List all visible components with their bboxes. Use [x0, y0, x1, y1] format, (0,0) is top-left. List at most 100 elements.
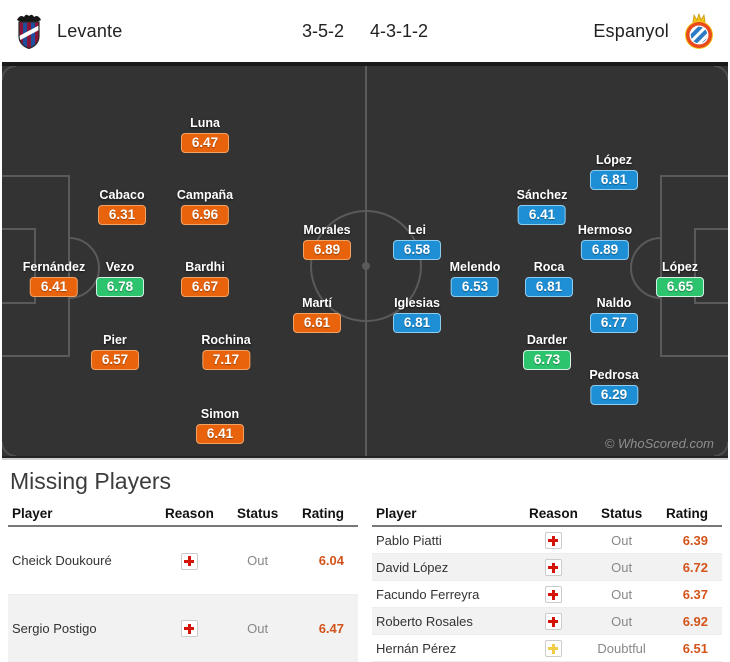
missing-home-body: Cheick Doukouré Out 6.04 Sergio Postigo Out 6… — [8, 526, 358, 662]
missing-player-name: Sergio Postigo — [8, 594, 156, 662]
player-rating-badge: 6.81 — [525, 277, 573, 297]
player-name: Melendo — [449, 260, 501, 274]
player-rating-badge: 6.73 — [523, 350, 571, 370]
player-chip[interactable]: Iglesias 6.81 — [393, 296, 441, 333]
missing-player-row: Sergio Postigo Out 6.47 — [8, 594, 358, 662]
player-chip[interactable]: Luna 6.47 — [181, 116, 229, 153]
player-chip[interactable]: Lei 6.58 — [393, 223, 441, 260]
player-rating-badge: 6.96 — [181, 205, 229, 225]
column-header-rating: Rating — [291, 502, 358, 527]
column-header-status: Status — [587, 502, 656, 527]
player-chip[interactable]: Roca 6.81 — [525, 260, 573, 297]
column-header-player: Player — [8, 502, 156, 527]
player-chip[interactable]: López 6.81 — [590, 153, 638, 190]
player-name: Morales — [303, 223, 351, 237]
missing-player-rating: 6.92 — [655, 607, 722, 636]
missing-away-body: Pablo Piatti Out 6.39 David López Out 6.72 Fac… — [372, 526, 722, 662]
player-chip[interactable]: Bardhi 6.67 — [181, 260, 229, 297]
player-chip[interactable]: Morales 6.89 — [303, 223, 351, 260]
player-chip[interactable]: Pier 6.57 — [91, 333, 139, 370]
player-rating-badge: 6.41 — [518, 205, 566, 225]
missing-player-rating: 6.72 — [655, 553, 722, 582]
missing-player-rating: 6.47 — [291, 594, 358, 662]
injury-cross-icon — [544, 532, 562, 550]
missing-player-status: Out — [223, 526, 292, 596]
missing-player-status: Out — [223, 594, 292, 662]
column-header-player: Player — [372, 502, 520, 527]
player-chip[interactable]: López 6.65 — [656, 260, 704, 297]
missing-player-row: Facundo Ferreyra Out 6.37 — [372, 580, 722, 609]
player-name: Hermoso — [577, 223, 633, 237]
missing-player-status: Out — [587, 553, 656, 582]
player-name: Sánchez — [516, 188, 568, 202]
player-chip[interactable]: Melendo 6.53 — [449, 260, 501, 297]
player-rating-badge: 6.53 — [450, 277, 499, 297]
away-formation: 4-3-1-2 — [370, 20, 429, 41]
pitch-players: Fernández 6.41 Cabaco 6.31 Vezo 6.78 Pier 6.57 L… — [2, 66, 728, 456]
espanyol-crest-icon — [682, 12, 716, 50]
player-chip[interactable]: Fernández 6.41 — [23, 260, 85, 297]
missing-player-row: Pablo Piatti Out 6.39 — [372, 526, 722, 555]
player-rating-badge: 6.67 — [181, 277, 229, 297]
player-name: Bardhi — [185, 260, 225, 274]
player-name: Luna — [190, 116, 220, 130]
table-header-row: Player Reason Status Rating — [8, 502, 358, 527]
missing-player-name: Roberto Rosales — [372, 607, 520, 636]
levante-crest-icon — [14, 13, 44, 49]
player-chip[interactable]: Campaña 6.96 — [177, 188, 233, 225]
player-name: López — [595, 153, 633, 167]
player-chip[interactable]: Rochina 7.17 — [201, 333, 251, 370]
player-name: Iglesias — [394, 296, 440, 310]
home-team-header: Levante — [14, 13, 122, 49]
player-chip[interactable]: Naldo 6.77 — [590, 296, 638, 333]
player-chip[interactable]: Cabaco 6.31 — [98, 188, 146, 225]
player-chip[interactable]: Vezo 6.78 — [96, 260, 144, 297]
injury-cross-icon — [544, 559, 562, 577]
player-name: Rochina — [201, 333, 251, 347]
player-name: Martí — [302, 296, 332, 310]
player-chip[interactable]: Darder 6.73 — [523, 333, 571, 370]
injury-cross-icon — [544, 613, 562, 631]
player-name: Lei — [407, 223, 427, 237]
player-rating-badge: 6.41 — [196, 424, 244, 444]
player-name: Cabaco — [99, 188, 145, 202]
injury-cross-icon — [180, 552, 198, 570]
away-team-header: Espanyol — [593, 12, 716, 50]
missing-player-rating: 6.39 — [655, 526, 722, 555]
away-team-name: Espanyol — [593, 20, 669, 41]
missing-players-section: Missing Players Player Reason Status Rating… — [0, 458, 730, 662]
match-header: Levante 3-5-2 4-3-1-2 Espanyol — [0, 0, 730, 62]
player-rating-badge: 6.89 — [581, 240, 629, 260]
doubtful-cross-icon — [544, 640, 562, 658]
player-rating-badge: 6.58 — [393, 240, 441, 260]
player-name: Vezo — [105, 260, 135, 274]
player-rating-badge: 6.31 — [98, 205, 146, 225]
home-formation: 3-5-2 — [301, 20, 344, 41]
missing-player-status: Out — [587, 526, 656, 555]
player-rating-badge: 6.81 — [393, 313, 441, 333]
player-chip[interactable]: Martí 6.61 — [293, 296, 341, 333]
missing-player-name: David López — [372, 553, 520, 582]
column-header-reason: Reason — [155, 502, 224, 527]
player-name: Pier — [103, 333, 127, 347]
pitch-markings — [2, 66, 728, 456]
player-name: Darder — [526, 333, 568, 347]
player-name: Simon — [200, 407, 240, 421]
table-header-row: Player Reason Status Rating — [372, 502, 722, 527]
missing-player-status: Doubtful — [587, 634, 656, 662]
player-name: Roca — [533, 260, 565, 274]
player-chip[interactable]: Simon 6.41 — [196, 407, 244, 444]
missing-players-table-away: Player Reason Status Rating Pablo Piatti Out… — [372, 502, 722, 662]
missing-player-row: Hernán Pérez Doubtful 6.51 — [372, 634, 722, 662]
player-chip[interactable]: Sánchez 6.41 — [516, 188, 568, 225]
player-rating-badge: 6.65 — [656, 277, 704, 297]
player-rating-badge: 6.81 — [590, 170, 638, 190]
formations: 3-5-2 4-3-1-2 — [302, 0, 428, 62]
player-chip[interactable]: Hermoso 6.89 — [578, 223, 632, 260]
player-rating-badge: 6.41 — [29, 277, 78, 297]
player-name: Campaña — [176, 188, 234, 202]
player-chip[interactable]: Pedrosa 6.29 — [589, 368, 639, 405]
player-rating-badge: 6.89 — [303, 240, 351, 260]
column-header-status: Status — [223, 502, 292, 527]
injury-cross-icon — [544, 586, 562, 604]
